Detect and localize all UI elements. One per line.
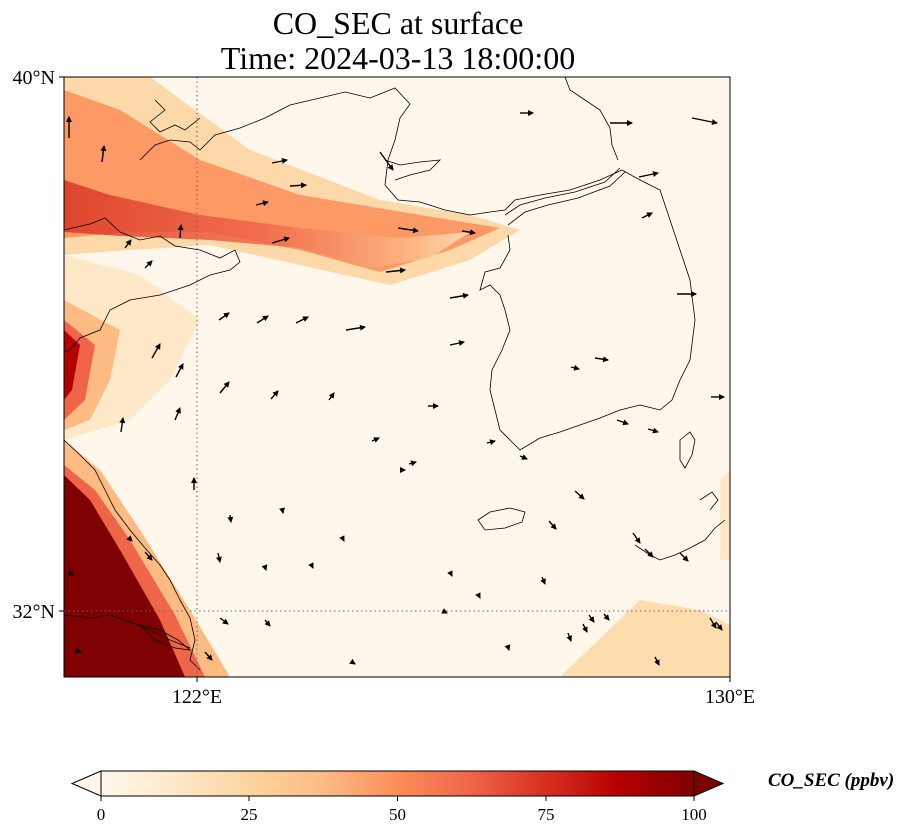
colorbar-gradient bbox=[101, 771, 694, 796]
wind-arrow bbox=[566, 632, 573, 642]
wind-arrow bbox=[74, 647, 82, 654]
wind-arrow bbox=[289, 182, 307, 189]
wind-vectors bbox=[66, 110, 725, 666]
wind-arrow bbox=[345, 324, 366, 331]
wind-arrow bbox=[261, 564, 268, 571]
wind-arrow bbox=[124, 239, 132, 249]
wind-arrow bbox=[641, 212, 653, 219]
wind-arrow bbox=[256, 315, 269, 324]
map-frame bbox=[63, 76, 731, 678]
lon-tick-label-130: 130°E bbox=[705, 686, 755, 708]
wind-arrow bbox=[174, 407, 181, 421]
wind-arrow bbox=[175, 363, 184, 378]
wind-arrow bbox=[215, 552, 222, 563]
wind-arrow bbox=[328, 392, 335, 401]
colorbar-tick-label: 25 bbox=[241, 805, 258, 824]
colorbar-max-extend bbox=[693, 770, 725, 797]
wind-arrow bbox=[151, 343, 161, 359]
wind-arrow bbox=[385, 267, 406, 274]
wind-arrow bbox=[144, 260, 153, 269]
wind-arrow bbox=[644, 548, 654, 558]
wind-arrow bbox=[371, 437, 380, 443]
wind-arrow bbox=[408, 460, 417, 467]
wind-arrow bbox=[475, 592, 481, 599]
wind-arrow bbox=[691, 117, 718, 125]
wind-arrow bbox=[504, 644, 511, 651]
wind-arrow bbox=[582, 623, 588, 633]
wind-arrow bbox=[574, 490, 585, 500]
wind-arrow bbox=[349, 658, 356, 665]
wind-arrow bbox=[447, 570, 453, 577]
wind-arrow bbox=[271, 158, 288, 164]
wind-arrow bbox=[397, 227, 419, 234]
wind-arrow bbox=[270, 390, 279, 400]
wind-arrow bbox=[638, 171, 659, 178]
lon-tick-label-122: 122°E bbox=[172, 686, 222, 708]
wind-arrow bbox=[679, 552, 689, 562]
map-title-line1: CO_SEC at surface bbox=[272, 5, 524, 41]
colorbar-tick-label: 0 bbox=[97, 805, 106, 824]
wind-arrow bbox=[100, 145, 107, 163]
wind-arrow bbox=[295, 316, 309, 324]
wind-arrow bbox=[339, 535, 345, 542]
wind-arrow bbox=[570, 364, 580, 371]
wind-arrow bbox=[67, 569, 74, 576]
wind-arrow bbox=[603, 613, 610, 621]
wind-arrow bbox=[594, 356, 609, 363]
colorbar-tick-label: 100 bbox=[681, 805, 707, 824]
wind-arrow bbox=[441, 608, 448, 614]
wind-arrow bbox=[308, 562, 314, 569]
wind-arrow bbox=[449, 292, 469, 299]
colorbar-tick-label: 75 bbox=[538, 805, 555, 824]
wind-arrow bbox=[715, 621, 723, 631]
wind-arrow bbox=[548, 520, 557, 530]
map-gridlines bbox=[64, 77, 730, 677]
wind-arrow bbox=[540, 576, 546, 585]
wind-arrow bbox=[204, 651, 213, 661]
wind-arrow bbox=[461, 229, 476, 236]
colorbar-tick-label: 50 bbox=[389, 805, 406, 824]
map-title-line2: Time: 2024-03-13 18:00:00 bbox=[220, 40, 576, 76]
axis-ticks bbox=[59, 76, 731, 682]
wind-arrow bbox=[177, 224, 184, 239]
colorbar-min-extend bbox=[70, 770, 102, 797]
wind-arrow bbox=[264, 619, 271, 627]
wind-arrow bbox=[219, 381, 230, 394]
wind-arrow bbox=[632, 532, 641, 544]
wind-arrow bbox=[588, 614, 595, 623]
lat-tick-label-32: 32°N bbox=[13, 601, 55, 623]
wind-arrow bbox=[709, 617, 717, 629]
wind-arrow bbox=[126, 535, 133, 542]
wind-arrow bbox=[255, 200, 269, 207]
wind-arrow bbox=[279, 507, 285, 514]
wind-arrow bbox=[271, 236, 290, 244]
wind-arrow bbox=[379, 151, 394, 171]
colorbar-label: CO_SEC (ppbv) bbox=[768, 770, 895, 791]
lat-tick-label-40: 40°N bbox=[13, 67, 55, 89]
wind-arrow bbox=[654, 656, 660, 666]
wind-arrow bbox=[119, 417, 126, 433]
wind-arrow bbox=[519, 454, 528, 460]
wind-arrow bbox=[616, 419, 629, 426]
wind-arrow bbox=[144, 551, 153, 561]
wind-arrow bbox=[647, 427, 659, 434]
colorbar: 0 25 50 75 100 bbox=[70, 770, 725, 824]
wind-arrow bbox=[486, 439, 496, 446]
wind-arrow bbox=[449, 340, 465, 346]
wind-arrow bbox=[218, 312, 230, 321]
wind-arrow bbox=[227, 514, 234, 523]
wind-arrow bbox=[219, 617, 229, 625]
concentration-field bbox=[64, 77, 730, 677]
